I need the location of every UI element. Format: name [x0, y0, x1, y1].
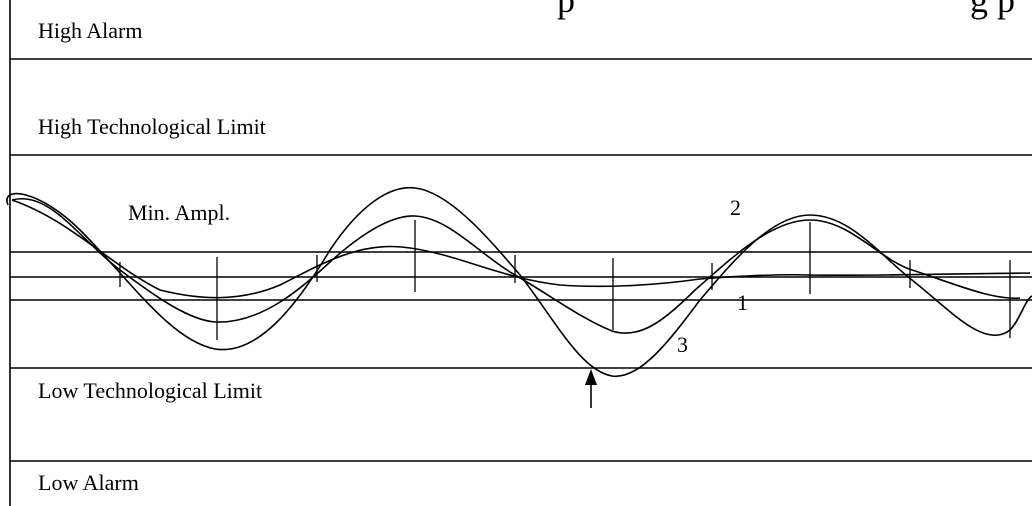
low-tech-limit-label: Low Technological Limit — [38, 378, 262, 403]
up-arrow-icon — [585, 369, 597, 385]
high-alarm-label: High Alarm — [38, 18, 143, 43]
curve-3 — [6, 186, 1032, 377]
curve-2-label: 2 — [730, 195, 741, 220]
cut-off-header-fragment-left: p — [557, 0, 575, 20]
curve-3-label: 3 — [677, 332, 688, 357]
curve-1-label: 1 — [737, 290, 748, 315]
high-tech-limit-label: High Technological Limit — [38, 114, 266, 139]
cut-off-header-fragment-right: g p — [970, 0, 1015, 20]
low-alarm-label: Low Alarm — [38, 470, 139, 495]
min-ampl-label: Min. Ampl. — [128, 200, 230, 225]
